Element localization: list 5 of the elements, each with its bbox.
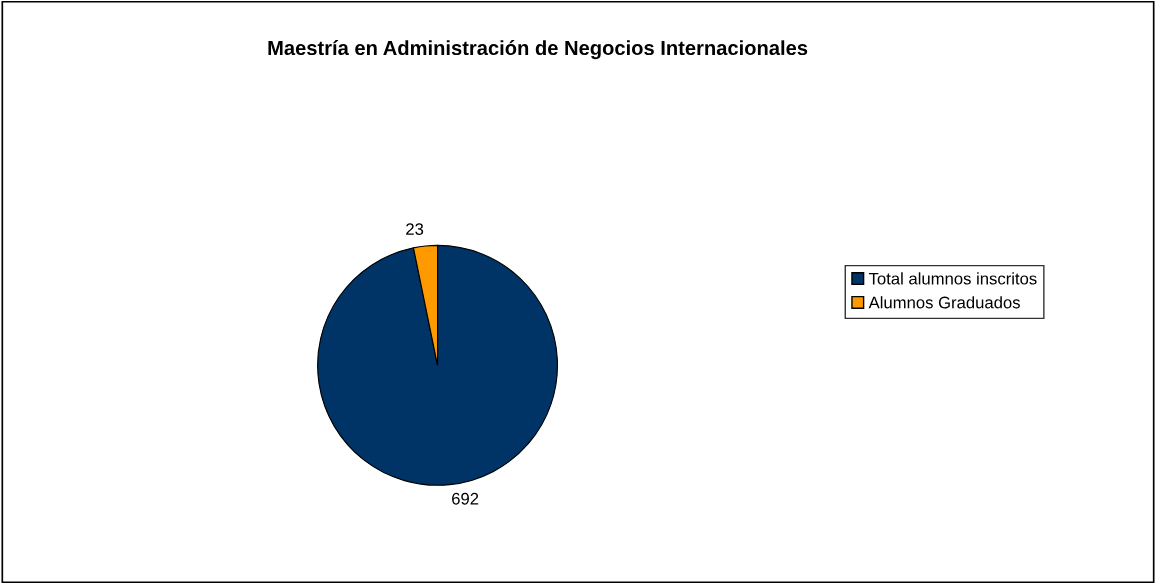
legend-label: Alumnos Graduados xyxy=(868,296,1020,309)
data-label: 692 xyxy=(452,492,479,505)
chart-title: Maestría en Administración de Negocios Internacionales xyxy=(268,40,808,60)
legend-label: Total alumnos inscritos xyxy=(868,272,1037,285)
data-label: 23 xyxy=(406,223,424,235)
